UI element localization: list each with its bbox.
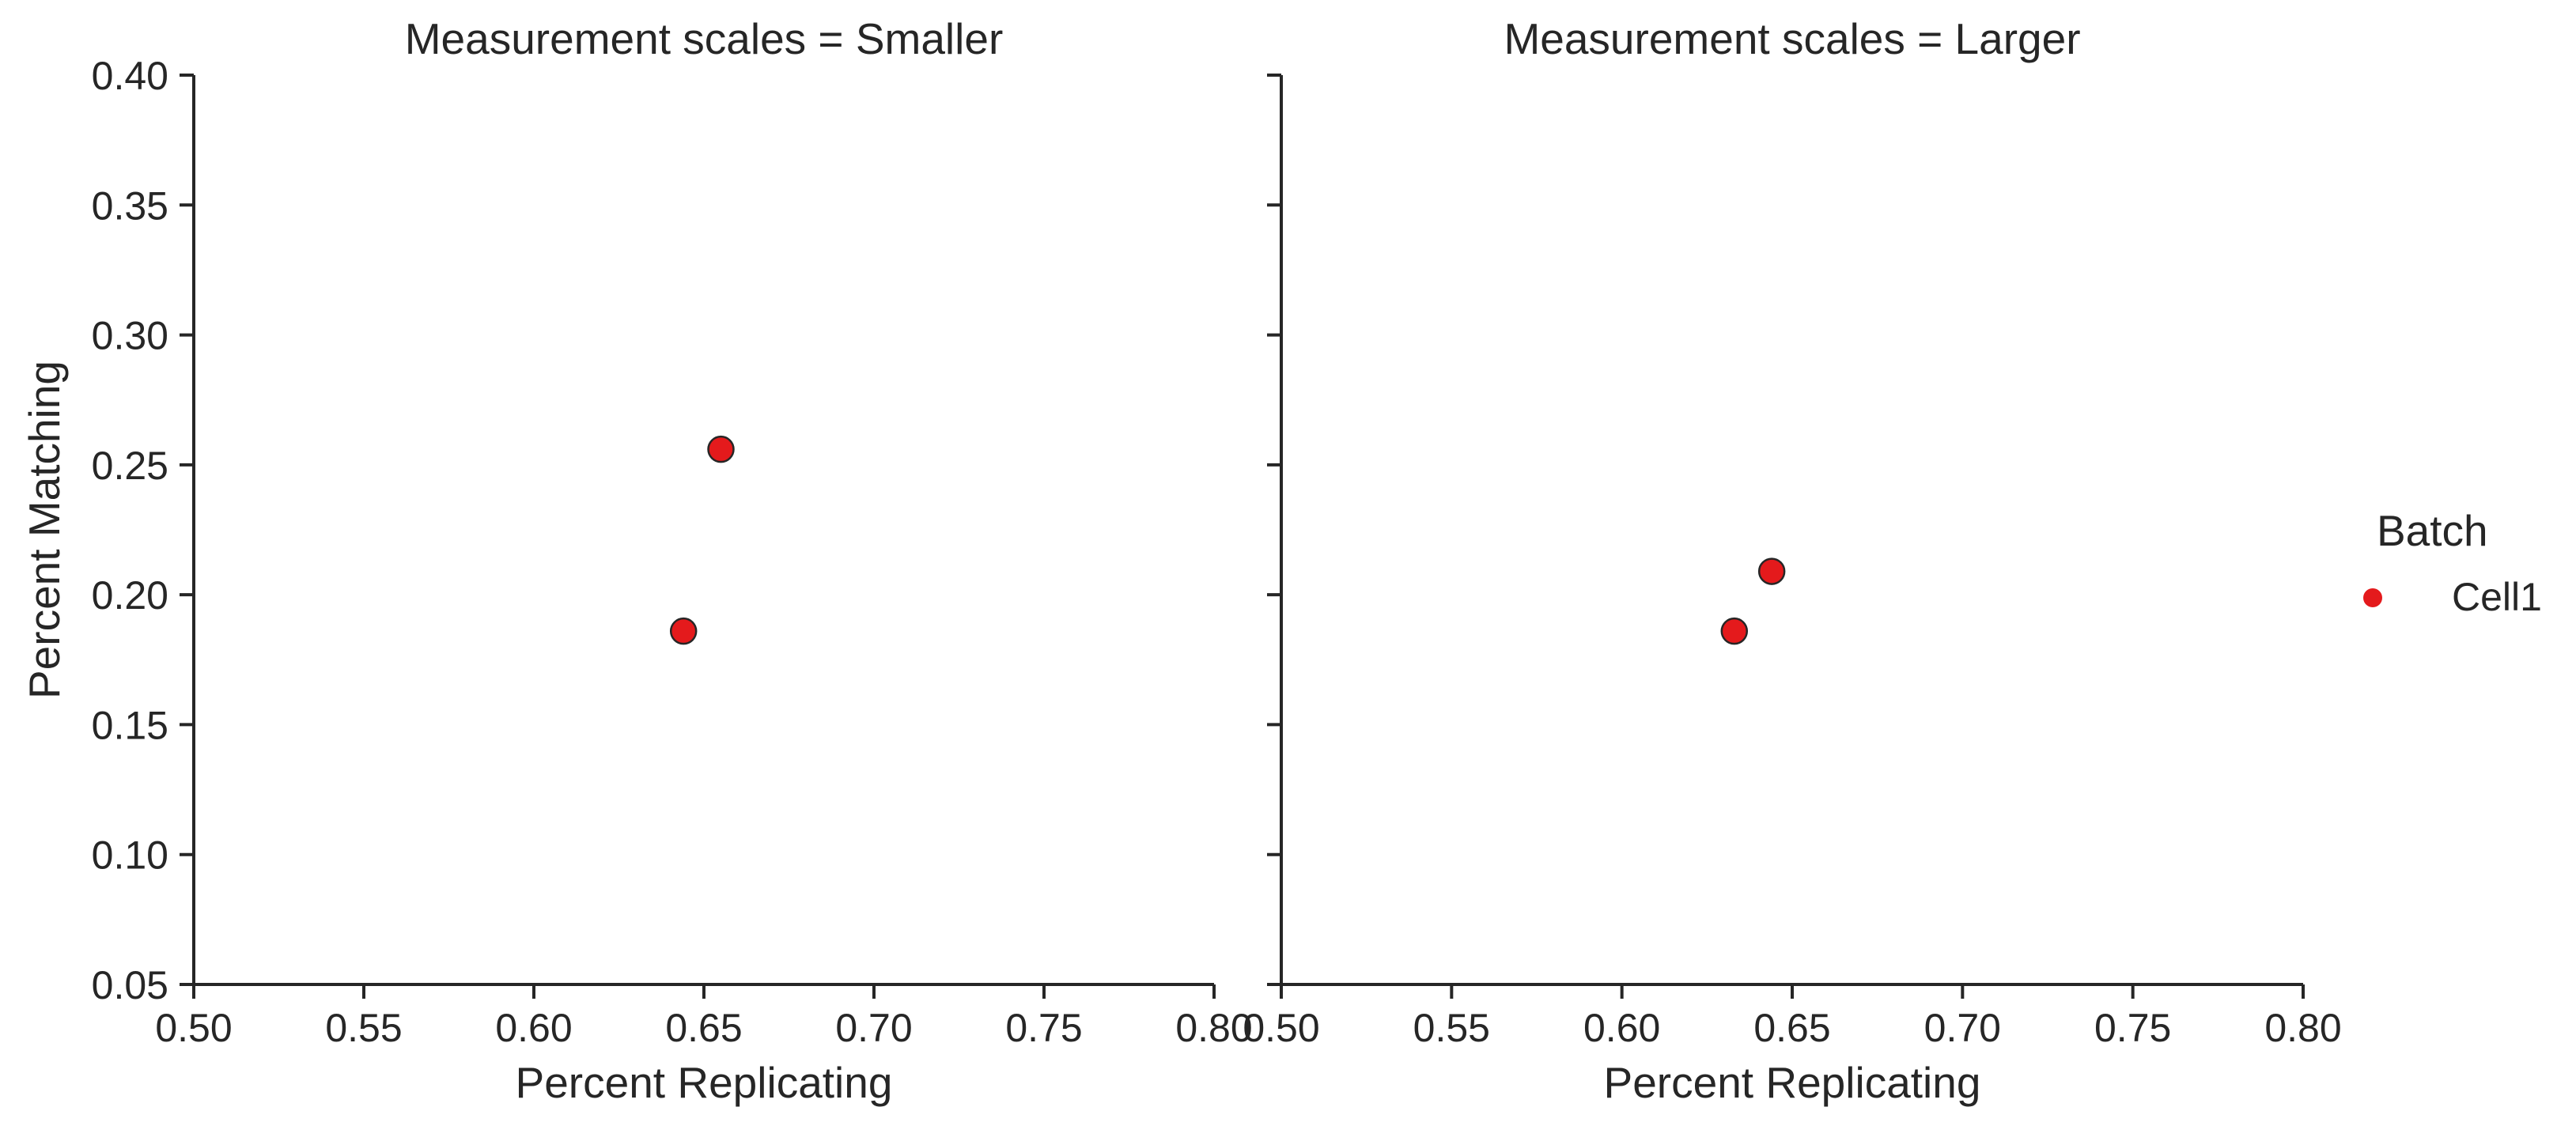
- panel-title-larger: Measurement scales = Larger: [1504, 14, 2080, 63]
- x-axis-label-smaller: Percent Replicating: [516, 1058, 893, 1107]
- y-tick-label-4: 0.25: [92, 444, 168, 488]
- panel-smaller: Measurement scales = Smaller 0.50 0.55 0.6…: [92, 14, 1253, 1107]
- x-tick-label-larger-2: 0.60: [1583, 1006, 1660, 1050]
- x-ticks-larger: 0.50 0.55 0.60 0.65 0.70 0.75 0.80: [1243, 984, 2342, 1050]
- x-tick-label-larger-0: 0.50: [1243, 1006, 1319, 1050]
- panel-title-smaller: Measurement scales = Smaller: [405, 14, 1004, 63]
- x-tick-label-smaller-0: 0.50: [155, 1006, 232, 1050]
- x-tick-label-larger-4: 0.70: [1924, 1006, 2001, 1050]
- points-larger: [1720, 557, 1786, 645]
- x-tick-label-larger-3: 0.65: [1753, 1006, 1830, 1050]
- y-ticks-larger: [1267, 74, 1281, 986]
- x-tick-label-smaller-1: 0.55: [325, 1006, 402, 1050]
- y-ticks-smaller: 0.05 0.10 0.15 0.20 0.25 0.30 0.35 0.40: [92, 54, 194, 1007]
- y-tick-label-1: 0.10: [92, 833, 168, 878]
- y-tick-label-5: 0.30: [92, 314, 168, 358]
- x-ticks-smaller: 0.50 0.55 0.60 0.65 0.70 0.75 0.80: [155, 984, 1253, 1050]
- y-tick-label-3: 0.20: [92, 573, 168, 618]
- x-tick-label-larger-5: 0.75: [2094, 1006, 2171, 1050]
- x-tick-label-larger-6: 0.80: [2264, 1006, 2341, 1050]
- x-tick-label-larger-1: 0.55: [1413, 1006, 1490, 1050]
- x-tick-label-smaller-3: 0.65: [665, 1006, 742, 1050]
- x-tick-label-smaller-6: 0.80: [1175, 1006, 1252, 1050]
- panel-larger: Measurement scales = Larger 0.50 0.55 0.60…: [1243, 14, 2341, 1107]
- y-tick-label-0: 0.05: [92, 963, 168, 1007]
- y-tick-label-2: 0.15: [92, 703, 168, 747]
- data-point-larger-0: [1720, 617, 1749, 645]
- x-tick-label-smaller-2: 0.60: [495, 1006, 572, 1050]
- points-smaller: [669, 435, 735, 645]
- y-axis-label: Percent Matching: [20, 361, 69, 699]
- x-axis-label-larger: Percent Replicating: [1604, 1058, 1981, 1107]
- y-tick-label-6: 0.35: [92, 183, 168, 228]
- legend-marker-cell1: [2363, 588, 2382, 607]
- data-point-smaller-0: [669, 617, 698, 645]
- data-point-smaller-1: [707, 435, 735, 463]
- data-point-larger-1: [1757, 557, 1786, 585]
- legend: Batch Cell1: [2363, 506, 2542, 619]
- y-tick-label-7: 0.40: [92, 54, 168, 98]
- legend-label-cell1: Cell1: [2452, 575, 2542, 619]
- legend-title: Batch: [2377, 506, 2488, 555]
- x-tick-label-smaller-5: 0.75: [1005, 1006, 1082, 1050]
- x-tick-label-smaller-4: 0.70: [835, 1006, 912, 1050]
